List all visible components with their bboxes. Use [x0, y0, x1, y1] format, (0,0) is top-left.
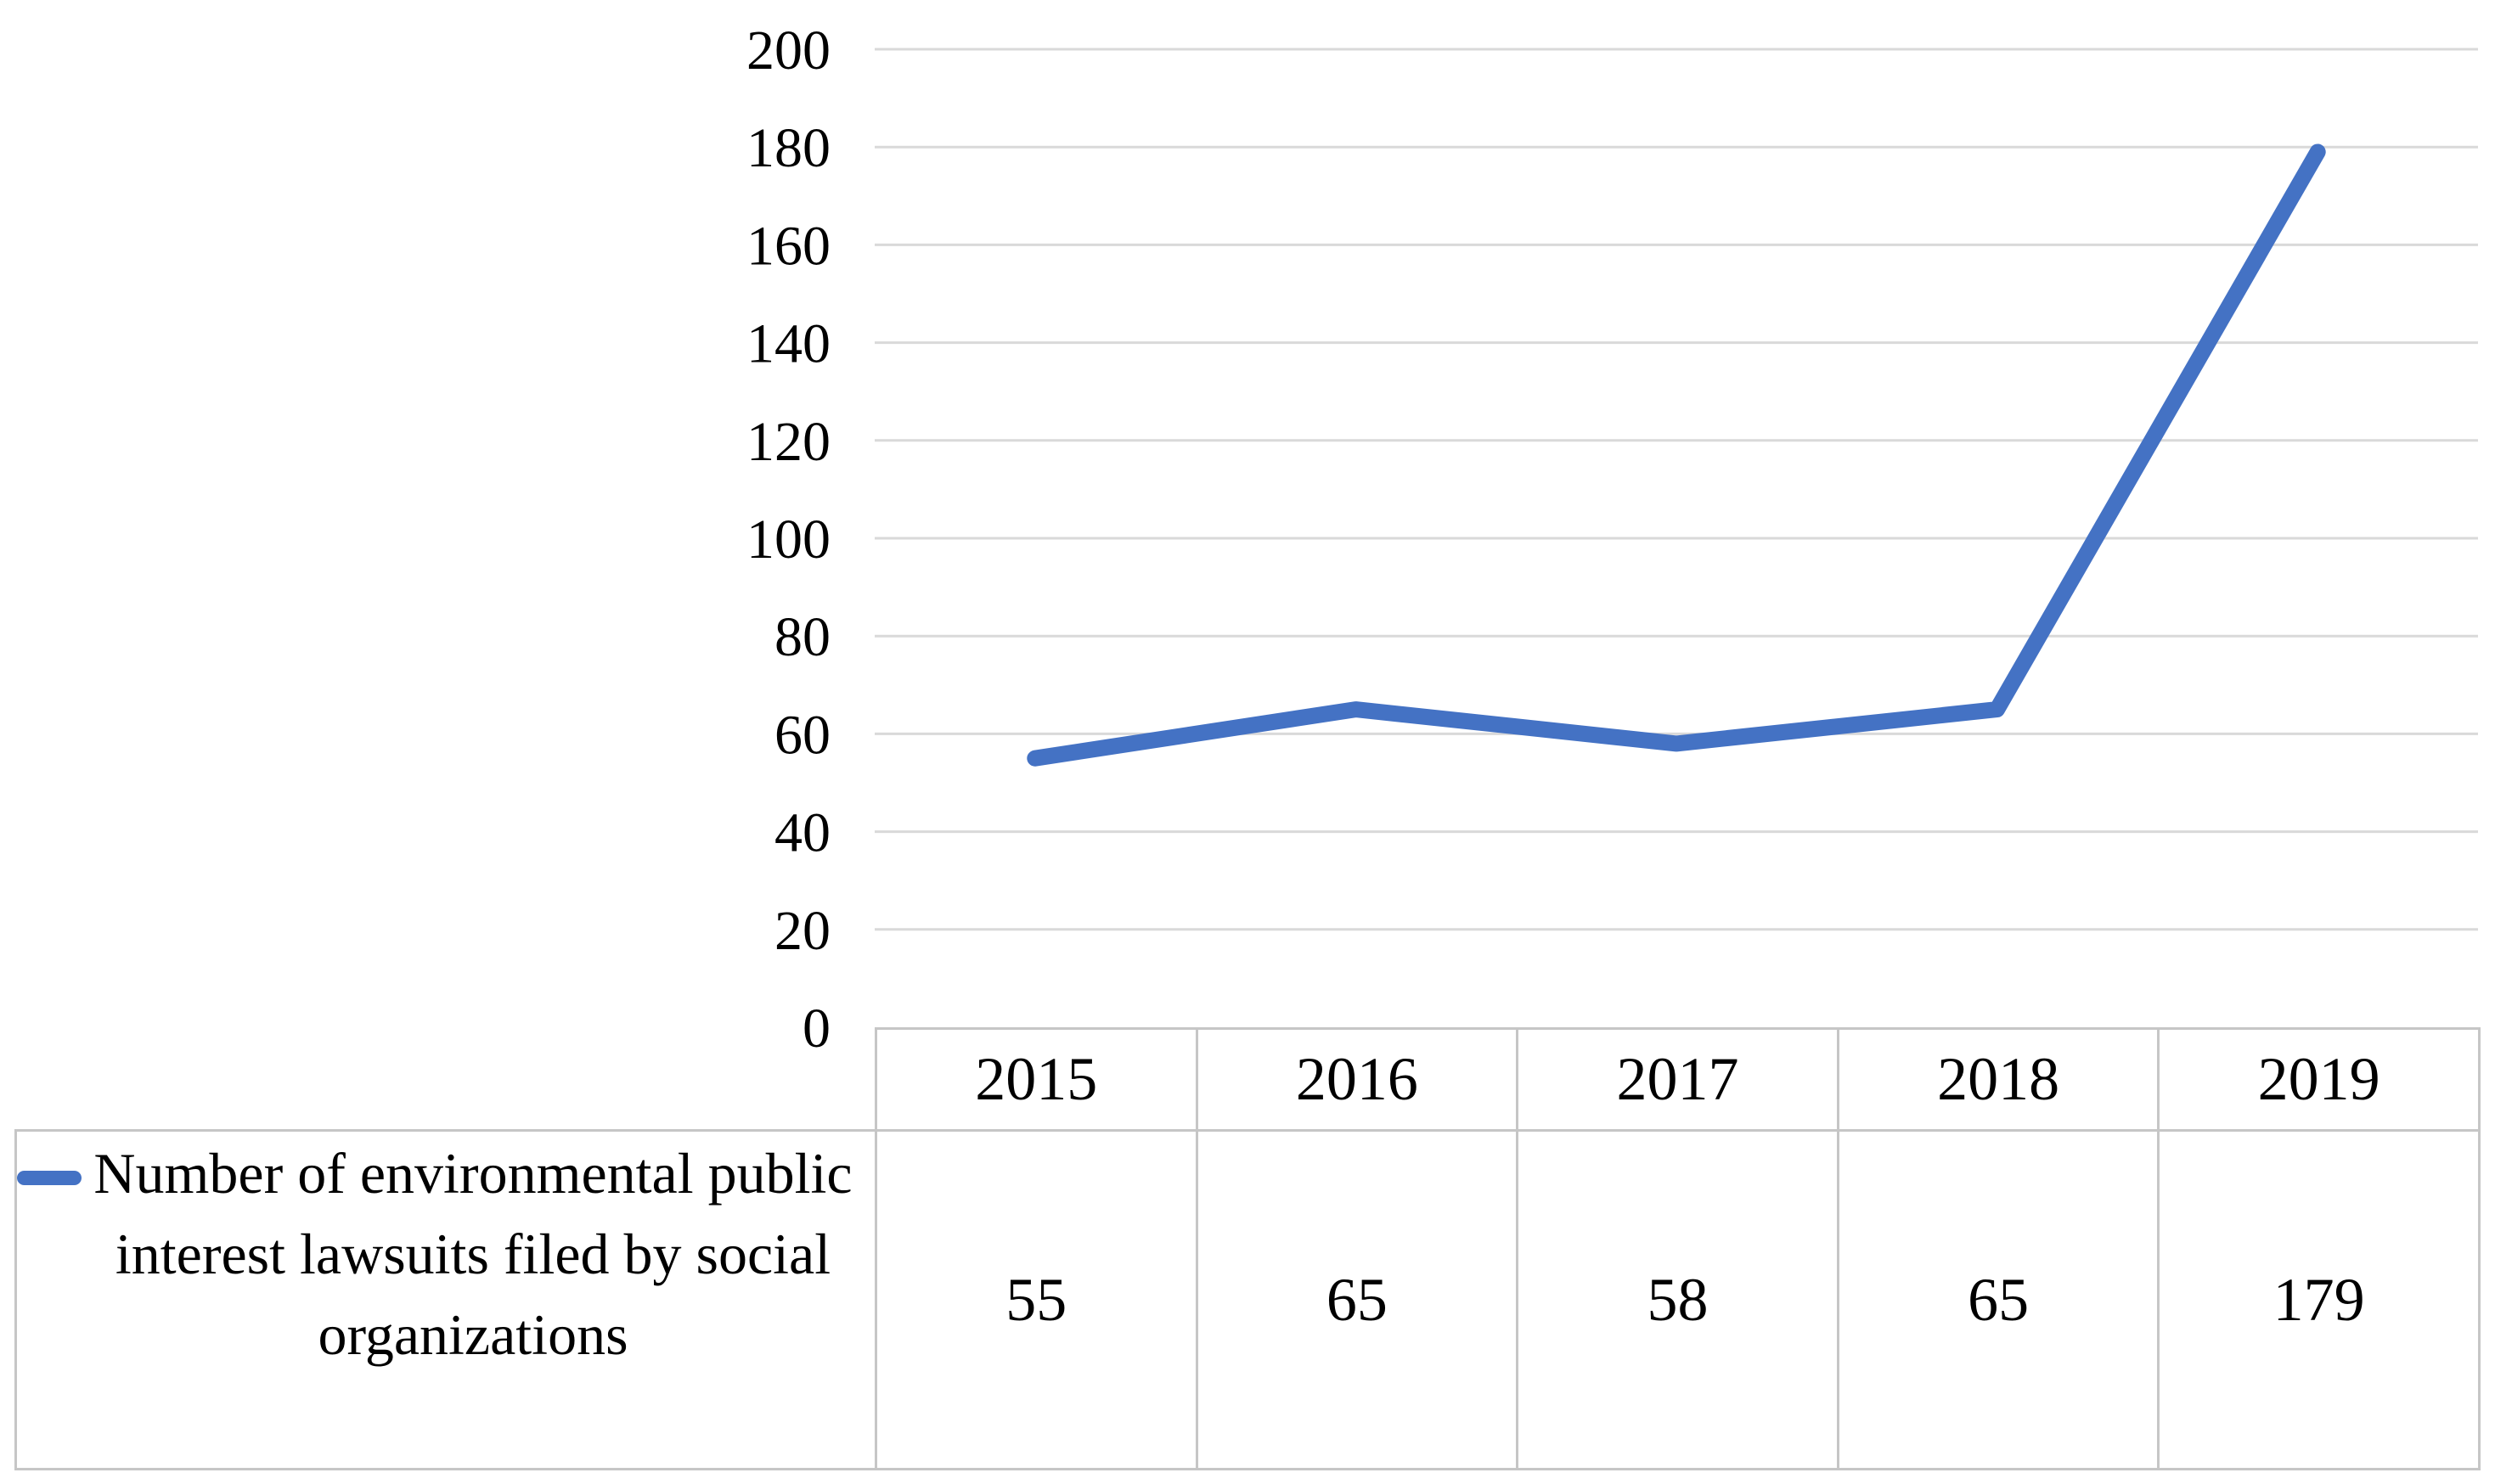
y-tick-label-160: 160 [746, 215, 831, 277]
value-cell-2017: 58 [1516, 1129, 1839, 1470]
table-row-values: Number of environmental public interest … [14, 1129, 2481, 1470]
y-tick-label-40: 40 [774, 802, 831, 864]
line-chart-plot: 0 20 40 60 80 100 120 140 160 180 200 [746, 20, 2478, 1060]
value-cell-2019: 179 [2157, 1129, 2481, 1470]
y-tick-label-180: 180 [746, 117, 831, 179]
y-tick-label-200: 200 [746, 20, 831, 82]
value-cell-2015: 55 [875, 1129, 1198, 1470]
y-tick-label-120: 120 [746, 411, 831, 473]
table-row-years: 2015 2016 2017 2018 2019 [16, 1027, 2481, 1132]
value-cell-2018: 65 [1836, 1129, 2160, 1470]
year-header-2019: 2019 [2157, 1027, 2481, 1132]
value-cell-2016: 65 [1195, 1129, 1519, 1470]
year-header-2017: 2017 [1516, 1027, 1839, 1132]
legend-cell: Number of environmental public interest … [14, 1129, 877, 1470]
year-header-2016: 2016 [1195, 1027, 1519, 1132]
y-tick-label-60: 60 [774, 704, 831, 766]
y-tick-label-20: 20 [774, 900, 831, 962]
table-corner-blank [16, 1029, 876, 1131]
year-header-2015: 2015 [875, 1027, 1198, 1132]
y-tick-label-100: 100 [746, 509, 831, 571]
year-header-2018: 2018 [1836, 1027, 2160, 1132]
y-tick-label-140: 140 [746, 313, 831, 375]
legend-label: Number of environmental public interest … [93, 1141, 853, 1367]
gridlines [875, 48, 2478, 931]
y-axis-tick-labels: 0 20 40 60 80 100 120 140 160 180 200 [746, 20, 831, 1060]
data-table: 2015 2016 2017 2018 2019 Number of envir… [14, 1027, 2481, 1470]
data-series-line [1027, 143, 2326, 767]
y-tick-label-0: 0 [803, 998, 831, 1060]
y-tick-label-80: 80 [774, 606, 831, 668]
legend-line-swatch [17, 1171, 82, 1185]
